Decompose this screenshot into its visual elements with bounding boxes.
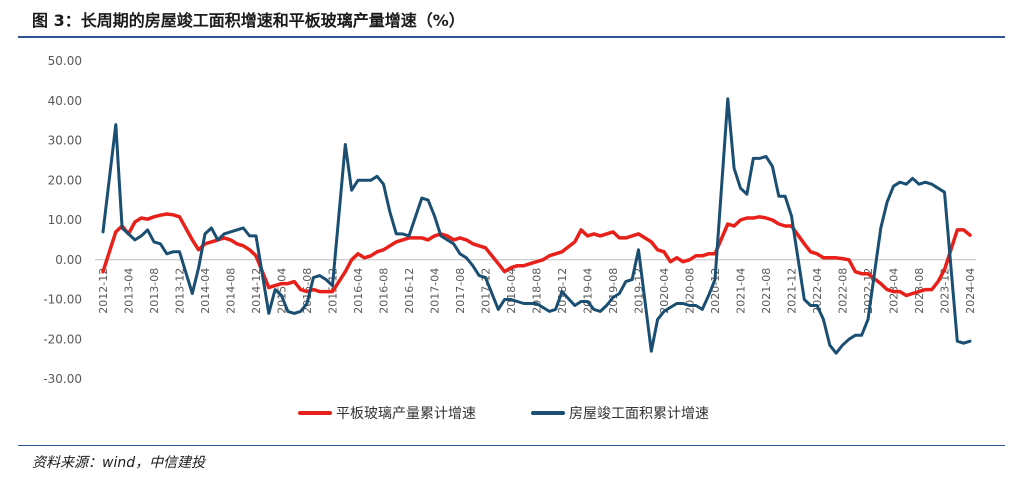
y-tick-label: 20.00 (48, 173, 82, 187)
x-tick-label: 2021-08 (760, 268, 773, 314)
x-tick-label: 2016-04 (352, 268, 365, 314)
x-tick-label: 2016-12 (403, 268, 416, 314)
x-tick-label: 2017-12 (480, 268, 493, 314)
series-group (101, 97, 972, 355)
series-line-glass (101, 212, 972, 298)
x-tick-label: 2020-08 (684, 268, 697, 314)
y-tick-label: 30.00 (48, 134, 82, 148)
x-tick-label: 2020-12 (709, 268, 722, 314)
x-tick-label: 2023-12 (939, 268, 952, 314)
source-note: 资料来源：wind，中信建投 (32, 455, 206, 471)
x-tick-label: 2024-04 (964, 268, 977, 314)
x-tick-label: 2016-08 (378, 268, 391, 314)
x-tick-label: 2013-12 (174, 268, 187, 314)
x-tick-label: 2019-08 (607, 268, 620, 314)
line-chart: 50.00 40.00 30.00 20.00 10.00 0.00 -10.00 -20.0… (43, 54, 977, 422)
y-tick-label: 40.00 (48, 94, 82, 108)
x-tick-label: 2021-04 (735, 268, 748, 314)
y-tick-label: -30.00 (43, 372, 82, 386)
series-line-completion (101, 97, 972, 355)
footer-divider (18, 445, 1005, 446)
x-tick-label: 2014-12 (250, 268, 263, 314)
chart-title: 图 3：长周期的房屋竣工面积增速和平板玻璃产量增速（%） (32, 11, 465, 30)
legend: 平板玻璃产量累计增速 房屋竣工面积累计增速 (298, 405, 709, 422)
x-tick-label: 2013-08 (148, 268, 161, 314)
x-tick-label: 2022-08 (837, 268, 850, 314)
x-tick-label: 2020-04 (658, 268, 671, 314)
y-tick-label: -20.00 (43, 332, 82, 346)
x-axis: 2012-12 2013-04 2013-08 2013-12 2014-04 2014-… (97, 268, 977, 314)
x-tick-label: 2017-08 (454, 268, 467, 314)
x-tick-label: 2014-08 (225, 268, 238, 314)
x-tick-label: 2018-04 (505, 268, 518, 314)
x-tick-label: 2013-04 (123, 268, 136, 314)
y-tick-label: 10.00 (48, 213, 82, 227)
y-tick-label: -10.00 (43, 293, 82, 307)
legend-label-completion: 房屋竣工面积累计增速 (569, 406, 709, 422)
legend-label-glass: 平板玻璃产量累计增速 (336, 405, 476, 422)
x-tick-label: 2014-04 (199, 268, 212, 314)
y-tick-label: 50.00 (48, 54, 82, 68)
x-tick-label: 2021-12 (786, 268, 799, 314)
x-tick-label: 2012-12 (97, 268, 110, 314)
y-tick-label: 0.00 (55, 253, 82, 267)
y-axis: 50.00 40.00 30.00 20.00 10.00 0.00 -10.00 -20.0… (43, 54, 82, 386)
x-tick-label: 2022-04 (811, 268, 824, 314)
header-divider (18, 36, 1005, 38)
x-tick-label: 2017-04 (429, 268, 442, 314)
